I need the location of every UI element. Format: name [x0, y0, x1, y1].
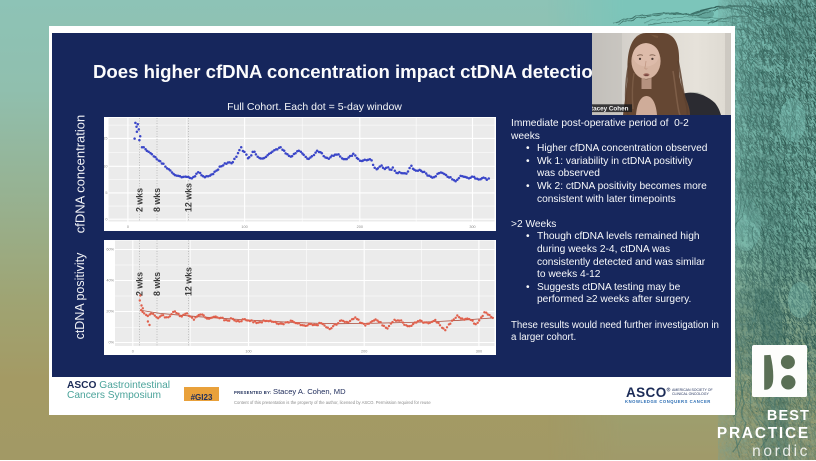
svg-text:60%: 60% — [106, 248, 114, 252]
svg-text:10: 10 — [104, 165, 108, 169]
svg-text:8 wks: 8 wks — [152, 188, 162, 212]
svg-text:20%: 20% — [106, 310, 114, 314]
svg-text:0: 0 — [132, 350, 134, 354]
svg-text:8 wks: 8 wks — [152, 272, 162, 296]
svg-text:200: 200 — [361, 350, 367, 354]
svg-text:0: 0 — [127, 225, 129, 229]
svg-text:40%: 40% — [106, 279, 114, 283]
svg-text:100: 100 — [241, 225, 247, 229]
svg-text:2 wks: 2 wks — [135, 272, 145, 296]
svg-text:12 wks: 12 wks — [184, 183, 194, 212]
svg-text:2 wks: 2 wks — [135, 188, 145, 212]
svg-text:300: 300 — [469, 225, 475, 229]
svg-text:15: 15 — [104, 137, 108, 141]
svg-text:0%: 0% — [109, 341, 115, 345]
svg-text:tacey Cohen: tacey Cohen — [592, 105, 629, 112]
svg-text:100: 100 — [245, 350, 251, 354]
svg-text:0: 0 — [105, 217, 107, 221]
svg-text:300: 300 — [476, 350, 482, 354]
svg-text:12 wks: 12 wks — [184, 267, 194, 296]
svg-text:200: 200 — [357, 225, 363, 229]
svg-text:5: 5 — [105, 191, 107, 195]
